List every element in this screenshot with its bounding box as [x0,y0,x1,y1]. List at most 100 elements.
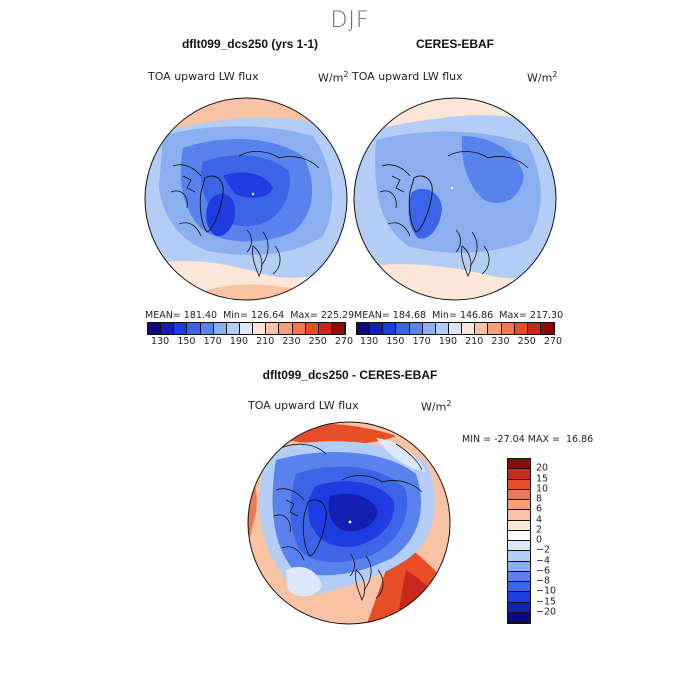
colorbar-swatch [508,541,530,552]
core-blue-zone2 [223,172,273,198]
colorbar-swatch [508,520,530,531]
colorbar-swatch [266,323,280,334]
left-max-value: 225.29 [320,310,355,321]
left-polar-map [144,97,348,301]
colorbar-swatch [422,323,436,334]
colorbar-tick-label: 190 [438,336,457,347]
colorbar-swatch [508,612,530,623]
colorbar-swatch [508,582,530,593]
left-variable-label: TOA upward LW flux [148,70,259,83]
colorbar-swatch [514,323,528,334]
right-min-label: Min= [432,310,457,321]
coastline-canada [273,488,305,561]
left-mean-label: MEAN= [145,310,181,321]
colorbar-tick-label: 20 [536,462,549,474]
colorbar-swatch [213,323,227,334]
colorbar-tick-label: 15 [536,473,549,484]
colorbar-swatch [501,323,515,334]
coastline-scandinavia [461,245,472,277]
right-mean-value: 184.68 [392,310,427,321]
season-title: DJF [330,8,370,33]
colorbar-swatch [187,323,201,334]
colorbar-tick-label: 250 [517,336,536,347]
colorbar-tick-label: 10 [536,483,549,495]
right-panel-title: CERES-EBAF [415,37,494,51]
right-stats-line: MEAN= 184.68 Min= 146.86 Max= 217.30 [354,310,563,321]
colorbar-swatch [200,323,214,334]
colorbar-swatch [279,323,293,334]
colorbar-swatch [253,323,267,334]
colorbar-swatch [508,602,530,613]
colorbar-swatch [409,323,423,334]
colorbar-swatch [540,323,555,334]
colorbar-swatch [508,459,530,470]
colorbar-swatch [370,323,384,334]
colorbar-swatch [508,500,530,511]
colorbar-tick-label: 190 [229,336,248,347]
dark-blue-zone2 [408,188,442,239]
left-stats-line: MEAN= 181.40 Min= 126.64 Max= 225.29 [145,310,354,321]
coastline-scandinavia [355,569,366,601]
coastline-greenland [302,499,327,557]
coastline-greenland [408,175,433,233]
left-panel-title: dflt099_dcs250 (yrs 1-1) [181,37,319,51]
colorbar-tick-label: 210 [256,336,275,347]
colorbar-tick-label: 2 [536,524,543,536]
colorbar-tick-label: 8 [536,493,543,505]
colorbar-tick-label: 4 [536,514,543,525]
colorbar-tick-label: 230 [282,336,301,347]
right-units-text: W/m [527,71,553,85]
colorbar-tick-label: −15 [536,596,557,607]
colorbar-tick-label: −8 [536,575,551,587]
colorbar-swatch [508,592,530,603]
coastline-canada [379,164,411,237]
colorbar-swatch [292,323,306,334]
colorbar-tick-label: −4 [536,555,551,566]
right-max-value: 217.30 [529,310,564,321]
diff-max-label: MAX = [527,434,560,445]
colorbar-tick-label: 150 [177,336,196,347]
colorbar-swatch [475,323,489,334]
colorbar-tick-label: 150 [386,336,405,347]
map-border [353,97,557,301]
coastline-eurasia [447,151,529,275]
right-colorbar-labels: 130 150 170 190 210 230 250 270 [356,336,562,348]
coastline-canada [170,164,202,237]
colorbar-tick-label: 210 [465,336,484,347]
colorbar-tick-label: 230 [491,336,510,347]
coastline-greenland [199,175,224,233]
colorbar-swatch [508,551,530,562]
north-pole-dot [348,520,352,524]
diff-min-value: -27.04 [494,434,525,445]
colorbar-swatch [508,561,530,572]
coastline-eurasia [341,475,423,599]
diff-units-text: W/m [421,400,447,414]
colorbar-swatch [508,530,530,541]
colorbar-tick-label: 130 [360,336,379,347]
diff-min-label: MIN = [462,434,492,445]
colorbar-tick-label: −10 [536,585,557,597]
right-mean-label: MEAN= [354,310,390,321]
diff-units-label: W/m2 [421,399,451,414]
colorbar-swatch [161,323,175,334]
pale-lobe-bottom [286,566,322,597]
coastline-scandinavia [252,245,263,277]
pale-lobe-russia [376,438,426,472]
colorbar-swatch [318,323,332,334]
colorbar-tick-label: 250 [308,336,327,347]
right-polar-map [353,97,557,301]
colorbar-swatch [239,323,254,334]
colorbar-tick-label: 0 [536,534,543,546]
coastline-eurasia [238,151,320,275]
colorbar-tick-label: 270 [543,336,563,347]
diff-variable-label: TOA upward LW flux [248,399,359,412]
colorbar-swatch [448,323,463,334]
right-variable-label: TOA upward LW flux [352,70,463,83]
right-units-exponent: 2 [552,70,558,79]
colorbar-swatch [148,323,162,334]
left-colorbar-labels: 130 150 170 190 210 230 250 270 [147,336,353,348]
left-max-label: Max= [290,310,318,321]
right-units-label: W/m2 [527,70,557,85]
colorbar-swatch [357,323,371,334]
diff-stats-line: MIN = -27.04 MAX = 16.86 [462,434,593,445]
